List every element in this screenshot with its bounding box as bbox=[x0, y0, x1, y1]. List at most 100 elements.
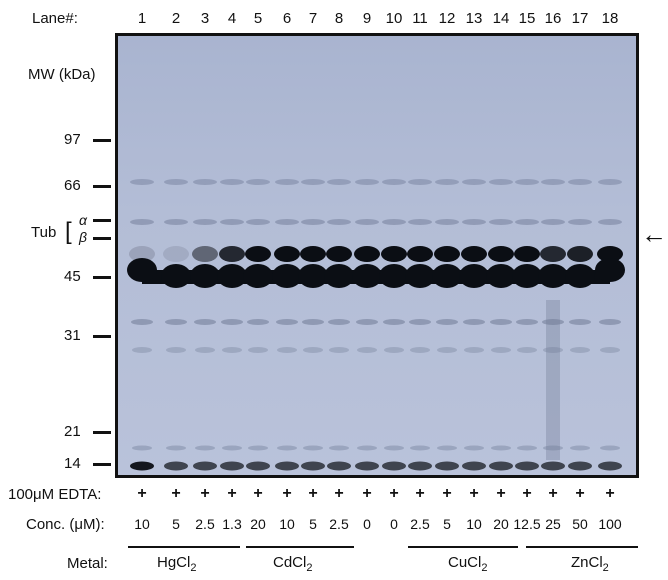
faint-band-18 bbox=[570, 445, 590, 451]
alpha-tubulin-band bbox=[382, 219, 406, 225]
faint-band-18 bbox=[543, 445, 563, 451]
beta-tubulin-band bbox=[274, 246, 300, 262]
lane-number: 7 bbox=[308, 10, 318, 27]
faint-band-31 bbox=[194, 319, 216, 325]
lane-number: 4 bbox=[227, 10, 237, 27]
band-14kda bbox=[220, 461, 244, 471]
main-45kda-band bbox=[217, 264, 247, 288]
beta-tubulin-band bbox=[407, 246, 433, 262]
gel-image bbox=[115, 33, 639, 478]
lane-number: 18 bbox=[601, 10, 619, 27]
faint-band-28 bbox=[543, 347, 563, 353]
faint-band-18 bbox=[329, 445, 349, 451]
conc-value: 2.5 bbox=[410, 516, 430, 532]
marker-66-tick bbox=[93, 185, 111, 188]
alpha-tubulin-band bbox=[435, 219, 459, 225]
edta-plus: + bbox=[282, 485, 292, 502]
alpha-tubulin-band bbox=[355, 219, 379, 225]
edta-row-label: 100μM EDTA: bbox=[8, 486, 102, 503]
faint-band-66 bbox=[462, 179, 486, 185]
band-14kda bbox=[193, 461, 217, 471]
faint-band-31 bbox=[221, 319, 243, 325]
band-14kda bbox=[435, 461, 459, 471]
faint-band-66 bbox=[408, 179, 432, 185]
faint-band-28 bbox=[132, 347, 152, 353]
faint-band-18 bbox=[517, 445, 537, 451]
faint-band-18 bbox=[303, 445, 323, 451]
faint-band-18 bbox=[437, 445, 457, 451]
faint-band-28 bbox=[491, 347, 511, 353]
tub-bracket: [ bbox=[65, 218, 72, 245]
lane-number: 11 bbox=[412, 10, 428, 27]
conc-row-label: Conc. (μM): bbox=[26, 516, 105, 533]
lane-number: 15 bbox=[518, 10, 536, 27]
beta-tubulin-band bbox=[129, 246, 155, 262]
conc-value: 10 bbox=[279, 516, 295, 532]
band-14kda bbox=[408, 461, 432, 471]
metal-cucl2: CuCl2 bbox=[448, 554, 488, 574]
main-45kda-band bbox=[595, 258, 625, 282]
lane-number: 1 bbox=[137, 10, 147, 27]
alpha-tubulin-band bbox=[164, 219, 188, 225]
edta-plus: + bbox=[362, 485, 372, 502]
conc-value: 12.5 bbox=[513, 516, 541, 532]
beta-tubulin-band bbox=[434, 246, 460, 262]
main-45kda-band bbox=[298, 264, 328, 288]
metal-zncl2: ZnCl2 bbox=[571, 554, 609, 574]
edta-plus: + bbox=[415, 485, 425, 502]
faint-band-66 bbox=[355, 179, 379, 185]
faint-band-31 bbox=[356, 319, 378, 325]
marker-14-label: 14 bbox=[64, 455, 81, 472]
faint-band-28 bbox=[303, 347, 323, 353]
beta-tubulin-band bbox=[300, 246, 326, 262]
alpha-tubulin-band bbox=[275, 219, 299, 225]
conc-value: 100 bbox=[598, 516, 622, 532]
band-14kda bbox=[301, 461, 325, 471]
faint-band-66 bbox=[327, 179, 351, 185]
band-14kda bbox=[515, 461, 539, 471]
conc-value: 2.5 bbox=[195, 516, 215, 532]
marker-97-tick bbox=[93, 139, 111, 142]
tub-beta-label: β bbox=[79, 229, 87, 245]
faint-band-18 bbox=[248, 445, 268, 451]
faint-band-18 bbox=[166, 445, 186, 451]
faint-band-31 bbox=[542, 319, 564, 325]
faint-band-31 bbox=[516, 319, 538, 325]
gel-bands bbox=[127, 179, 625, 471]
main-45kda-band bbox=[538, 264, 568, 288]
band-14kda bbox=[568, 461, 592, 471]
conc-value: 25 bbox=[545, 516, 561, 532]
faint-band-28 bbox=[410, 347, 430, 353]
edta-plus: + bbox=[171, 485, 181, 502]
edta-plus: + bbox=[496, 485, 506, 502]
alpha-tubulin-band bbox=[130, 219, 154, 225]
alpha-tubulin-band bbox=[220, 219, 244, 225]
lane-number: 16 bbox=[544, 10, 562, 27]
marker-21-label: 21 bbox=[64, 423, 81, 440]
faint-band-66 bbox=[130, 179, 154, 185]
faint-band-28 bbox=[464, 347, 484, 353]
conc-value: 10 bbox=[466, 516, 482, 532]
alpha-tubulin-band bbox=[327, 219, 351, 225]
faint-band-66 bbox=[275, 179, 299, 185]
alpha-tubulin-band bbox=[598, 219, 622, 225]
faint-band-66 bbox=[435, 179, 459, 185]
conc-value: 5 bbox=[443, 516, 451, 532]
lane-number: 8 bbox=[334, 10, 344, 27]
tub-alpha-tick bbox=[93, 219, 111, 222]
band-14kda bbox=[164, 461, 188, 471]
edta-plus: + bbox=[605, 485, 615, 502]
faint-band-66 bbox=[193, 179, 217, 185]
faint-band-28 bbox=[357, 347, 377, 353]
tub-beta-tick bbox=[93, 237, 111, 240]
beta-tubulin-band bbox=[354, 246, 380, 262]
faint-band-18 bbox=[222, 445, 242, 451]
alpha-tubulin-band bbox=[246, 219, 270, 225]
beta-tubulin-band bbox=[597, 246, 623, 262]
lane-number: 6 bbox=[282, 10, 292, 27]
faint-band-66 bbox=[164, 179, 188, 185]
faint-band-66 bbox=[220, 179, 244, 185]
band-14kda bbox=[541, 461, 565, 471]
marker-21-tick bbox=[93, 431, 111, 434]
mw-label: MW (kDa) bbox=[28, 66, 96, 83]
